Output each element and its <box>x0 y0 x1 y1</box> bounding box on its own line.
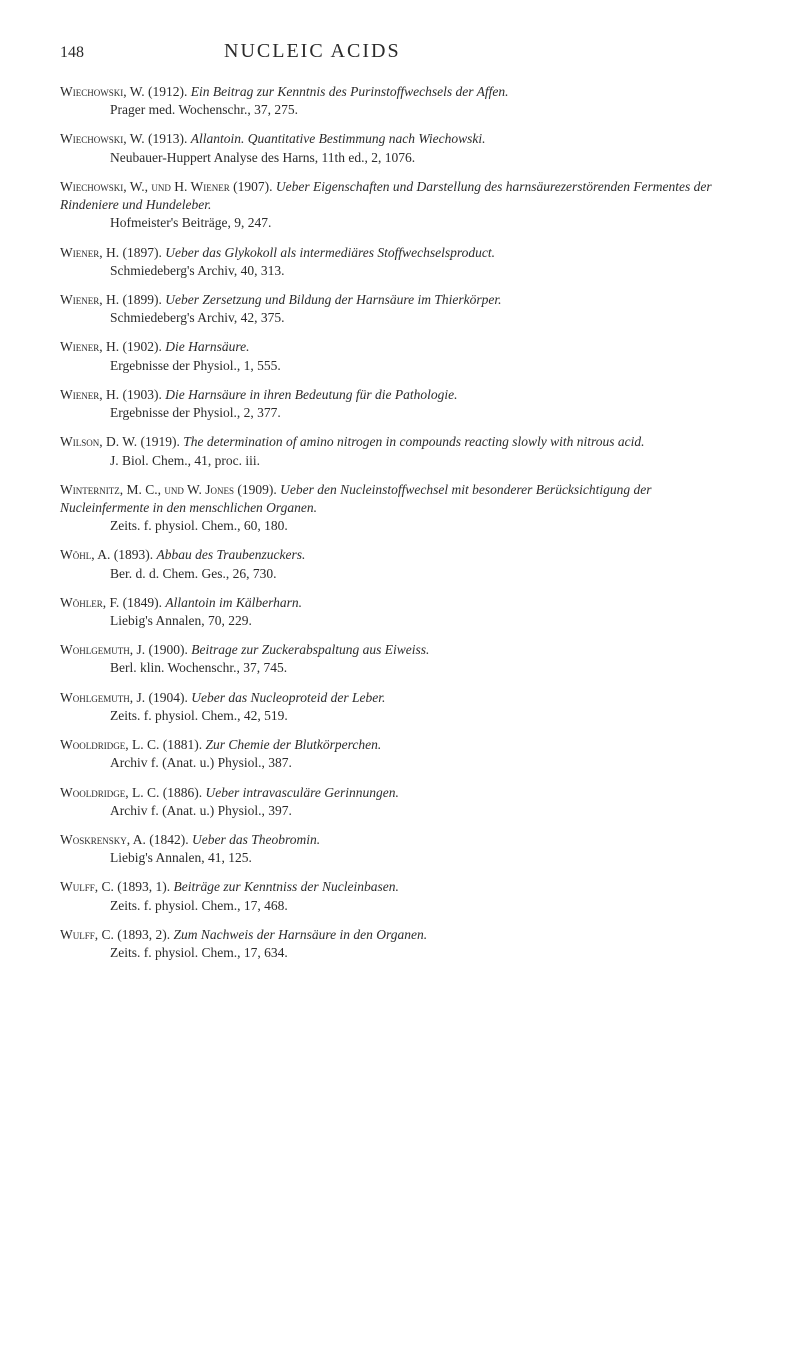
reference-source: J. Biol. Chem., 41, proc. iii. <box>60 452 740 470</box>
page-container: 148 NUCLEIC ACIDS Wiechowski, W. (1912).… <box>0 0 800 1033</box>
reference-title: Ueber Zersetzung und Bildung der Harnsäu… <box>165 292 501 307</box>
reference-author: Woskrensky, A. <box>60 832 146 847</box>
reference-year: (1903). <box>123 387 162 402</box>
reference-year: (1900). <box>149 642 188 657</box>
reference-entry: Wohlgemuth, J. (1900). Beitrage zur Zuck… <box>60 641 740 677</box>
reference-year: (1912). <box>148 84 187 99</box>
reference-entry: Wiechowski, W. (1913). Allantoin. Quanti… <box>60 130 740 166</box>
reference-source: Berl. klin. Wochenschr., 37, 745. <box>60 659 740 677</box>
reference-title: Zum Nachweis der Harnsäure in den Organe… <box>174 927 428 942</box>
reference-entry: Wöhler, F. (1849). Allantoin im Kälberha… <box>60 594 740 630</box>
reference-entry: Wiener, H. (1902). Die Harnsäure. Ergebn… <box>60 338 740 374</box>
reference-entry: Wöhl, A. (1893). Abbau des Traubenzucker… <box>60 546 740 582</box>
reference-entry: Winternitz, M. C., und W. Jones (1909). … <box>60 481 740 536</box>
reference-entry: Wulff, C. (1893, 2). Zum Nachweis der Ha… <box>60 926 740 962</box>
reference-year: (1849). <box>123 595 162 610</box>
reference-title: Zur Chemie der Blutkörperchen. <box>206 737 382 752</box>
reference-entry: Wiechowski, W., und H. Wiener (1907). Ue… <box>60 178 740 233</box>
page-header: 148 NUCLEIC ACIDS <box>60 40 740 63</box>
reference-title: Die Harnsäure. <box>165 339 249 354</box>
reference-year: (1897). <box>123 245 162 260</box>
reference-year: (1881). <box>163 737 202 752</box>
page-title: NUCLEIC ACIDS <box>224 40 401 63</box>
reference-source: Zeits. f. physiol. Chem., 42, 519. <box>60 707 740 725</box>
reference-year: (1907). <box>233 179 272 194</box>
reference-source: Liebig's Annalen, 41, 125. <box>60 849 740 867</box>
reference-author: Wöhler, F. <box>60 595 119 610</box>
reference-year: (1919). <box>141 434 180 449</box>
reference-entry: Wiechowski, W. (1912). Ein Beitrag zur K… <box>60 83 740 119</box>
reference-author: Wiechowski, W., und H. Wiener <box>60 179 230 194</box>
reference-entry: Wulff, C. (1893, 1). Beiträge zur Kenntn… <box>60 878 740 914</box>
reference-title: Die Harnsäure in ihren Bedeutung für die… <box>165 387 457 402</box>
reference-author: Wulff, C. <box>60 927 114 942</box>
reference-author: Wöhl, A. <box>60 547 110 562</box>
reference-year: (1909). <box>237 482 276 497</box>
reference-year: (1899). <box>123 292 162 307</box>
reference-author: Wilson, D. W. <box>60 434 137 449</box>
page-number: 148 <box>60 44 84 62</box>
reference-author: Winternitz, M. C., und W. Jones <box>60 482 234 497</box>
reference-entry: Woskrensky, A. (1842). Ueber das Theobro… <box>60 831 740 867</box>
reference-source: Ber. d. d. Chem. Ges., 26, 730. <box>60 565 740 583</box>
reference-entry: Wilson, D. W. (1919). The determination … <box>60 433 740 469</box>
reference-author: Wiechowski, W. <box>60 84 145 99</box>
reference-entry: Wiener, H. (1899). Ueber Zersetzung und … <box>60 291 740 327</box>
reference-year: (1886). <box>163 785 202 800</box>
reference-author: Wooldridge, L. C. <box>60 785 159 800</box>
reference-source: Neubauer-Huppert Analyse des Harns, 11th… <box>60 149 740 167</box>
reference-title: Abbau des Traubenzuckers. <box>157 547 306 562</box>
reference-year: (1893). <box>114 547 153 562</box>
reference-source: Ergebnisse der Physiol., 2, 377. <box>60 404 740 422</box>
reference-title: Ueber das Theobromin. <box>192 832 320 847</box>
reference-source: Zeits. f. physiol. Chem., 17, 634. <box>60 944 740 962</box>
reference-source: Zeits. f. physiol. Chem., 60, 180. <box>60 517 740 535</box>
reference-entry: Wohlgemuth, J. (1904). Ueber das Nucleop… <box>60 689 740 725</box>
reference-year: (1904). <box>149 690 188 705</box>
reference-entry: Wooldridge, L. C. (1881). Zur Chemie der… <box>60 736 740 772</box>
reference-author: Wooldridge, L. C. <box>60 737 159 752</box>
reference-year: (1893, 2). <box>117 927 170 942</box>
reference-source: Liebig's Annalen, 70, 229. <box>60 612 740 630</box>
reference-title: Allantoin im Kälberharn. <box>165 595 302 610</box>
reference-source: Zeits. f. physiol. Chem., 17, 468. <box>60 897 740 915</box>
reference-year: (1893, 1). <box>117 879 170 894</box>
reference-year: (1902). <box>123 339 162 354</box>
reference-title: Beiträge zur Kenntniss der Nucleinbasen. <box>174 879 399 894</box>
reference-entry: Wooldridge, L. C. (1886). Ueber intravas… <box>60 784 740 820</box>
reference-entry: Wiener, H. (1897). Ueber das Glykokoll a… <box>60 244 740 280</box>
reference-title: The determination of amino nitrogen in c… <box>183 434 644 449</box>
reference-author: Wiener, H. <box>60 339 119 354</box>
reference-source: Schmiedeberg's Archiv, 42, 375. <box>60 309 740 327</box>
reference-entry: Wiener, H. (1903). Die Harnsäure in ihre… <box>60 386 740 422</box>
reference-author: Wiechowski, W. <box>60 131 145 146</box>
reference-title: Ein Beitrag zur Kenntnis des Purinstoffw… <box>191 84 509 99</box>
reference-source: Hofmeister's Beiträge, 9, 247. <box>60 214 740 232</box>
reference-year: (1842). <box>149 832 188 847</box>
reference-source: Prager med. Wochenschr., 37, 275. <box>60 101 740 119</box>
reference-title: Beitrage zur Zuckerabspaltung aus Eiweis… <box>191 642 429 657</box>
reference-title: Ueber das Glykokoll als intermediäres St… <box>165 245 495 260</box>
reference-author: Wohlgemuth, J. <box>60 690 145 705</box>
reference-author: Wiener, H. <box>60 387 119 402</box>
reference-author: Wiener, H. <box>60 292 119 307</box>
reference-source: Schmiedeberg's Archiv, 40, 313. <box>60 262 740 280</box>
reference-source: Archiv f. (Anat. u.) Physiol., 397. <box>60 802 740 820</box>
reference-source: Ergebnisse der Physiol., 1, 555. <box>60 357 740 375</box>
reference-title: Ueber das Nucleoproteid der Leber. <box>191 690 385 705</box>
reference-author: Wohlgemuth, J. <box>60 642 145 657</box>
reference-author: Wiener, H. <box>60 245 119 260</box>
reference-author: Wulff, C. <box>60 879 114 894</box>
reference-title: Allantoin. Quantitative Bestimmung nach … <box>191 131 486 146</box>
reference-year: (1913). <box>148 131 187 146</box>
reference-title: Ueber intravasculäre Gerinnungen. <box>206 785 399 800</box>
reference-source: Archiv f. (Anat. u.) Physiol., 387. <box>60 754 740 772</box>
